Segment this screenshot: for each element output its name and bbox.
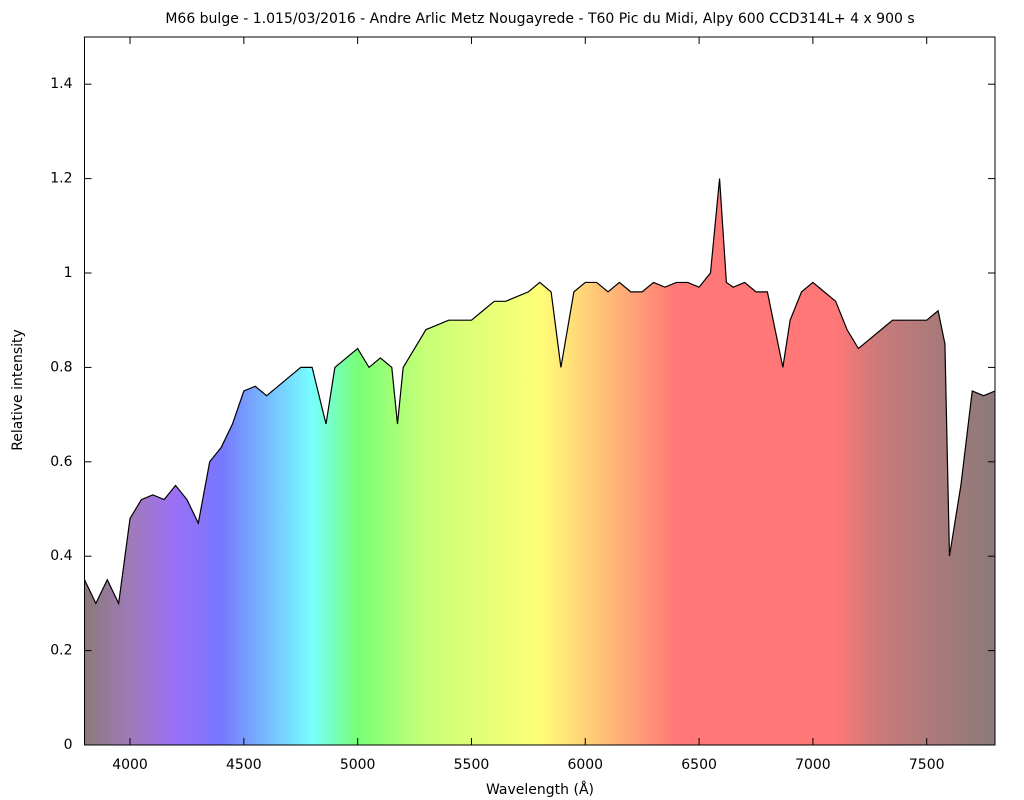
x-tick-label: 6000 — [567, 757, 603, 773]
chart-title: M66 bulge - 1.015/03/2016 - Andre Arlic … — [165, 11, 914, 27]
x-tick-label: 4000 — [112, 757, 148, 773]
x-tick-label: 7000 — [795, 757, 831, 773]
y-tick-label: 0.2 — [50, 643, 72, 659]
y-tick-label: 1 — [64, 265, 73, 281]
y-tick-label: 0.8 — [50, 359, 72, 375]
plot-frame — [84, 36, 996, 746]
y-tick-label: 0.4 — [50, 548, 72, 564]
y-tick-label: 0.6 — [50, 454, 72, 470]
x-tick-label: 5500 — [454, 757, 490, 773]
x-tick-label: 7500 — [909, 757, 945, 773]
x-tick-label: 5000 — [340, 757, 376, 773]
y-tick-label: 1.4 — [50, 76, 72, 92]
area-fill — [84, 178, 995, 746]
x-tick-label: 4500 — [226, 757, 262, 773]
spectrum-line — [83, 178, 996, 606]
y-axis-label: Relative intensity — [10, 329, 26, 451]
y-tick-label: 1.2 — [50, 171, 72, 187]
x-axis-label: Wavelength (Å) — [486, 781, 594, 798]
y-tick-label: 0 — [64, 737, 73, 753]
x-tick-label: 6500 — [681, 757, 717, 773]
